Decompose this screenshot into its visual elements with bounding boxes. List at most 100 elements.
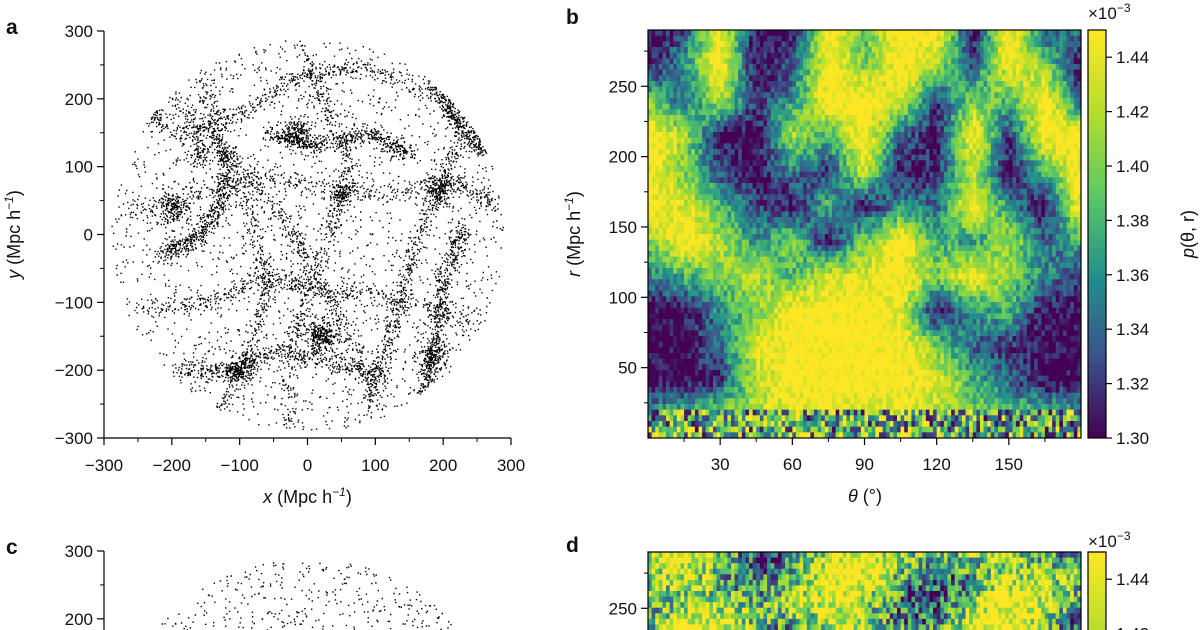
heatmap-cell [1077, 256, 1082, 263]
heatmap-cell [979, 251, 984, 258]
heatmap-cell [738, 228, 743, 235]
heatmap-cell [1012, 52, 1017, 59]
heatmap-cell [662, 126, 667, 133]
heatmap-cell [1073, 30, 1078, 37]
heatmap-cell [951, 194, 956, 201]
heatmap-cell [658, 69, 663, 76]
heatmap-cell [976, 103, 981, 110]
heatmap-cell [1026, 177, 1031, 184]
heatmap-cell [958, 239, 963, 246]
heatmap-cell [702, 200, 707, 207]
heatmap-cell [698, 183, 703, 190]
heatmap-cell [947, 160, 952, 167]
heatmap-cell [669, 86, 674, 93]
heatmap-cell [723, 120, 728, 127]
heatmap-cell [788, 177, 793, 184]
heatmap-cell [806, 205, 811, 212]
heatmap-cell [792, 166, 797, 173]
heatmap-cell [994, 200, 999, 207]
heatmap-cell [896, 228, 901, 235]
heatmap-cell [702, 120, 707, 127]
heatmap-cell [673, 115, 678, 122]
heatmap-cell [687, 239, 692, 246]
heatmap-cell [1001, 166, 1006, 173]
heatmap-cell [1023, 183, 1028, 190]
heatmap-cell [1005, 160, 1010, 167]
heatmap-cell [940, 239, 945, 246]
heatmap-cell [666, 64, 671, 71]
heatmap-cell [1005, 115, 1010, 122]
heatmap-cell [734, 171, 739, 178]
heatmap-cell [785, 52, 790, 59]
heatmap-cell [698, 86, 703, 93]
heatmap-cell [936, 120, 941, 127]
heatmap-cell [907, 160, 912, 167]
heatmap-cell [1019, 120, 1024, 127]
heatmap-cell [943, 256, 948, 263]
heatmap-cell [720, 143, 725, 150]
heatmap-cell [821, 52, 826, 59]
heatmap-cell [990, 86, 995, 93]
heatmap-cell [662, 58, 667, 65]
heatmap-cell [669, 120, 674, 127]
heatmap-cell [965, 256, 970, 263]
heatmap-cell [839, 120, 844, 127]
heatmap-cell [651, 154, 656, 161]
heatmap-cell [871, 222, 876, 229]
heatmap-cell [987, 86, 992, 93]
heatmap-cell [676, 75, 681, 82]
heatmap-cell [994, 205, 999, 212]
heatmap-cell [680, 41, 685, 48]
heatmap-cell [1048, 188, 1053, 195]
heatmap-cell [832, 149, 837, 156]
heatmap-cell [1037, 126, 1042, 133]
heatmap-cell [990, 166, 995, 173]
heatmap-cell [832, 64, 837, 71]
heatmap-cell [810, 166, 815, 173]
heatmap-cell [1041, 200, 1046, 207]
heatmap-cell [1037, 98, 1042, 105]
heatmap-cell [1034, 75, 1039, 82]
heatmap-cell [810, 41, 815, 48]
heatmap-cell [886, 217, 891, 224]
heatmap-cell [1008, 115, 1013, 122]
heatmap-cell [763, 188, 768, 195]
heatmap-cell [1041, 115, 1046, 122]
heatmap-cell [882, 177, 887, 184]
heatmap-cell [655, 75, 660, 82]
heatmap-cell [878, 177, 883, 184]
heatmap-cell [676, 239, 681, 246]
heatmap-cell [1059, 120, 1064, 127]
heatmap-cell [987, 211, 992, 218]
heatmap-cell [730, 239, 735, 246]
heatmap-cell [853, 194, 858, 201]
heatmap-cell [893, 41, 898, 48]
heatmap-cell [741, 194, 746, 201]
heatmap-cell [792, 75, 797, 82]
heatmap-cell [857, 75, 862, 82]
heatmap-cell [853, 256, 858, 263]
heatmap-cell [839, 52, 844, 59]
heatmap-cell [969, 120, 974, 127]
heatmap-cell [666, 120, 671, 127]
heatmap-cell [850, 58, 855, 65]
heatmap-cell [958, 109, 963, 116]
heatmap-cell [889, 228, 894, 235]
heatmap-cell [651, 234, 656, 241]
heatmap-cell [943, 194, 948, 201]
heatmap-cell [832, 160, 837, 167]
heatmap-cell [655, 109, 660, 116]
heatmap-cell [777, 183, 782, 190]
heatmap-cell [1066, 245, 1071, 252]
heatmap-cell [824, 69, 829, 76]
heatmap-cell [694, 160, 699, 167]
heatmap-cell [828, 30, 833, 37]
heatmap-cell [1055, 194, 1060, 201]
heatmap-cell [987, 120, 992, 127]
heatmap-cell [958, 86, 963, 93]
heatmap-cell [1066, 256, 1071, 263]
heatmap-cell [720, 149, 725, 156]
heatmap-cell [1055, 115, 1060, 122]
heatmap-cell [1055, 171, 1060, 178]
heatmap-cell [1052, 234, 1057, 241]
